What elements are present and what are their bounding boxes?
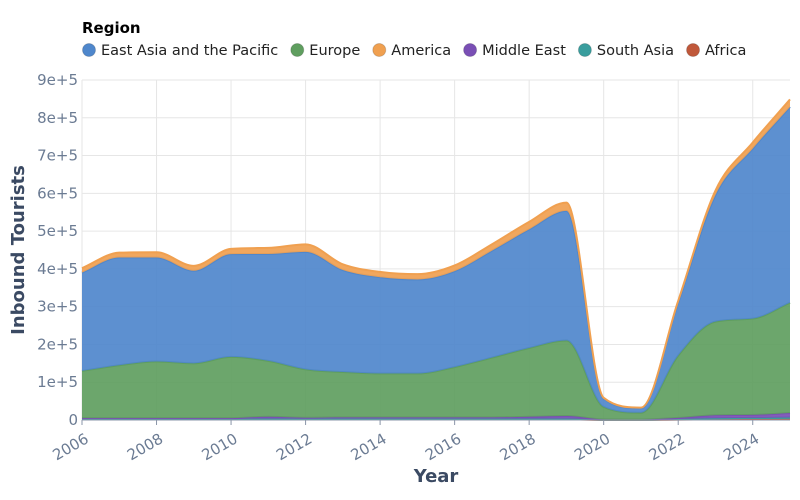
y-tick-label: 9e+5	[37, 71, 78, 89]
legend-swatch-africa	[686, 43, 701, 57]
area-middle-east	[82, 413, 790, 420]
legend-swatch-middle-east	[463, 43, 478, 57]
x-tick-label: 2010	[199, 430, 241, 465]
x-tick-label: 2012	[273, 430, 315, 465]
area-series-group	[81, 98, 791, 421]
legend-label-east-asia-and-the-pacific: East Asia and the Pacific	[101, 43, 278, 59]
y-axis-title: Inbound Tourists	[8, 165, 29, 335]
y-tick-label: 8e+5	[37, 109, 78, 127]
x-tick-label: 2018	[497, 430, 539, 465]
y-tick-label: 2e+5	[37, 335, 78, 353]
y-tick-label: 3e+5	[37, 298, 78, 316]
legend-swatch-south-asia	[577, 43, 592, 57]
x-tick-label: 2016	[422, 430, 464, 465]
x-axis: 2006 2008 2010 2012 2014 2016 2018 2020 2022 2024	[50, 419, 790, 465]
x-tick-label: 2022	[646, 430, 688, 465]
area-line-america	[81, 98, 791, 409]
area-europe	[82, 302, 790, 420]
y-tick-label: 7e+5	[37, 147, 78, 165]
x-tick-label: 2014	[348, 430, 390, 465]
legend-title: Region	[82, 19, 141, 37]
x-tick-label: 2008	[124, 430, 166, 465]
legend: Region East Asia and the Pacific Europe Am…	[82, 19, 746, 59]
legend-swatch-europe	[290, 43, 305, 57]
legend-swatch-east-asia-and-the-pacific	[82, 43, 96, 57]
legend-swatch-america	[372, 43, 387, 57]
y-tick-label: 4e+5	[37, 260, 78, 278]
x-axis-title: Year	[413, 466, 459, 487]
legend-label-america: America	[391, 43, 451, 59]
legend-label-middle-east: Middle East	[482, 43, 566, 59]
y-tick-label: 5e+5	[37, 222, 78, 240]
legend-label-south-asia: South Asia	[597, 43, 674, 59]
x-tick-label: 2020	[571, 430, 613, 465]
area-east-asia-and-the-pacific	[82, 107, 790, 413]
legend-label-africa: Africa	[705, 43, 746, 59]
y-tick-label: 6e+5	[37, 184, 78, 202]
x-tick-label: 2024	[720, 430, 762, 465]
legend-label-europe: Europe	[309, 43, 360, 59]
x-tick-label: 2006	[50, 430, 92, 465]
y-tick-label: 1e+5	[37, 373, 78, 391]
y-axis: 0 1e+5 2e+5 3e+5 4e+5 5e+5 6e+5 7e+5 8e+5 9e+5	[37, 71, 78, 429]
area-america	[82, 99, 790, 409]
y-tick-label: 0	[68, 411, 78, 429]
